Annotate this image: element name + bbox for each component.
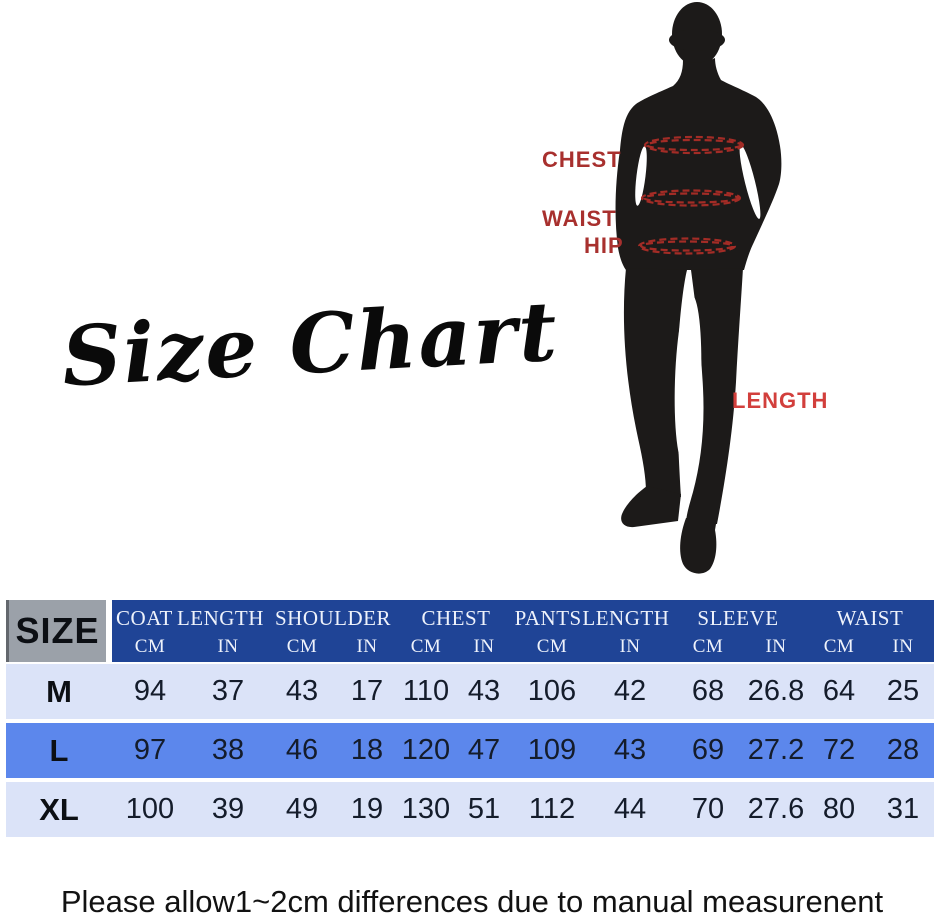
measurement-value: 51 xyxy=(467,793,501,825)
header-unit-in: IN xyxy=(473,636,495,657)
table-row-l: L 97 38 46 18 120 47 109 43 69 27.2 72 28 xyxy=(6,723,934,778)
measurement-value: 31 xyxy=(886,793,920,825)
header-unit-cm: CM xyxy=(286,636,318,657)
hip-label: HIP xyxy=(584,233,624,258)
waist-measure-ellipse-inner xyxy=(642,192,740,204)
size-header-cell: SIZE xyxy=(6,600,106,662)
measurement-disclaimer: Please allow1~2cm differences due to man… xyxy=(60,884,884,919)
measurement-value: 130 xyxy=(401,793,451,825)
measurement-value: 28 xyxy=(886,734,920,766)
header-unit-in: IN xyxy=(619,636,641,657)
page-title: Size Chart xyxy=(59,283,561,406)
measurement-value: 39 xyxy=(211,793,245,825)
measurement-value: 42 xyxy=(613,675,647,707)
measurement-value: 44 xyxy=(613,793,647,825)
measurement-value: 19 xyxy=(350,793,384,825)
table-header-groups: COAT LENGTH SHOULDER CHEST PANTS LENGTH SLEEVE… xyxy=(112,600,934,662)
suit-man-silhouette xyxy=(615,2,782,574)
header-group-chest: CHEST xyxy=(421,605,491,630)
measurement-value: 80 xyxy=(822,793,856,825)
measurement-value: 47 xyxy=(467,734,501,766)
measurement-value: 25 xyxy=(886,675,920,707)
size-table: SIZE COAT LENGTH SHOULDER CHEST PANTS LENGTH S… xyxy=(6,600,934,837)
table-header: SIZE COAT LENGTH SHOULDER CHEST PANTS LENGTH S… xyxy=(6,600,934,662)
measurement-value: 43 xyxy=(613,734,647,766)
size-value: M xyxy=(46,673,72,709)
measurement-value: 43 xyxy=(285,675,319,707)
measurement-value: 94 xyxy=(133,675,167,707)
chest-measure-ellipse xyxy=(643,135,745,155)
measurement-value: 43 xyxy=(467,675,501,707)
measurement-value: 26.8 xyxy=(747,675,805,707)
table-row-m: M 94 37 43 17 110 43 106 42 68 26.8 64 25 xyxy=(6,664,934,719)
header-unit-cm: CM xyxy=(692,636,724,657)
measurement-value: 120 xyxy=(401,734,451,766)
measurement-value: 72 xyxy=(822,734,856,766)
measurement-value: 69 xyxy=(691,734,725,766)
header-unit-cm: CM xyxy=(536,636,568,657)
measurement-value: 49 xyxy=(285,793,319,825)
measurement-value: 64 xyxy=(822,675,856,707)
measurement-value: 37 xyxy=(211,675,245,707)
waist-label: WAIST xyxy=(542,206,617,231)
measurement-value: 112 xyxy=(528,793,576,825)
length-label: LENGTH xyxy=(732,388,829,413)
hip-measure-ellipse-inner xyxy=(639,240,735,252)
measurement-value: 27.2 xyxy=(747,734,805,766)
waist-measure-ellipse xyxy=(640,189,742,207)
measurement-value: 38 xyxy=(211,734,245,766)
header-group-sleeve: SLEEVE xyxy=(697,605,779,630)
header-group-waist: WAIST xyxy=(836,605,904,630)
header-unit-in: IN xyxy=(765,636,787,657)
measurement-value: 18 xyxy=(350,734,384,766)
header-unit-cm: CM xyxy=(410,636,442,657)
header-unit-in: IN xyxy=(356,636,378,657)
hip-measure-ellipse xyxy=(637,237,737,255)
size-figure xyxy=(530,0,944,590)
chest-label: CHEST xyxy=(542,147,622,172)
measurement-value: 110 xyxy=(402,675,450,707)
measurement-value: 97 xyxy=(133,734,167,766)
measurement-value: 27.6 xyxy=(747,793,805,825)
measurement-value: 17 xyxy=(350,675,384,707)
table-row-xl: XL 100 39 49 19 130 51 112 44 70 27.6 80 31 xyxy=(6,782,934,837)
measurement-value: 100 xyxy=(125,793,175,825)
header-unit-cm: CM xyxy=(134,636,166,657)
measurement-value: 68 xyxy=(691,675,725,707)
measurement-value: 109 xyxy=(527,734,577,766)
measurement-value: 46 xyxy=(285,734,319,766)
measurement-value: 70 xyxy=(691,793,725,825)
table-body: M 94 37 43 17 110 43 106 42 68 26.8 64 25 L 97 38 46 18 12… xyxy=(6,664,934,837)
chest-measure-ellipse-inner xyxy=(645,138,743,152)
size-value: L xyxy=(49,732,69,768)
header-unit-in: IN xyxy=(892,636,914,657)
header-group-pants-length: PANTS LENGTH xyxy=(514,605,670,630)
header-unit-cm: CM xyxy=(823,636,855,657)
header-group-coat-length: COAT LENGTH xyxy=(116,605,264,630)
measurement-value: 106 xyxy=(527,675,577,707)
header-unit-in: IN xyxy=(217,636,239,657)
header-group-shoulder: SHOULDER xyxy=(274,605,391,630)
size-value: XL xyxy=(39,791,79,827)
